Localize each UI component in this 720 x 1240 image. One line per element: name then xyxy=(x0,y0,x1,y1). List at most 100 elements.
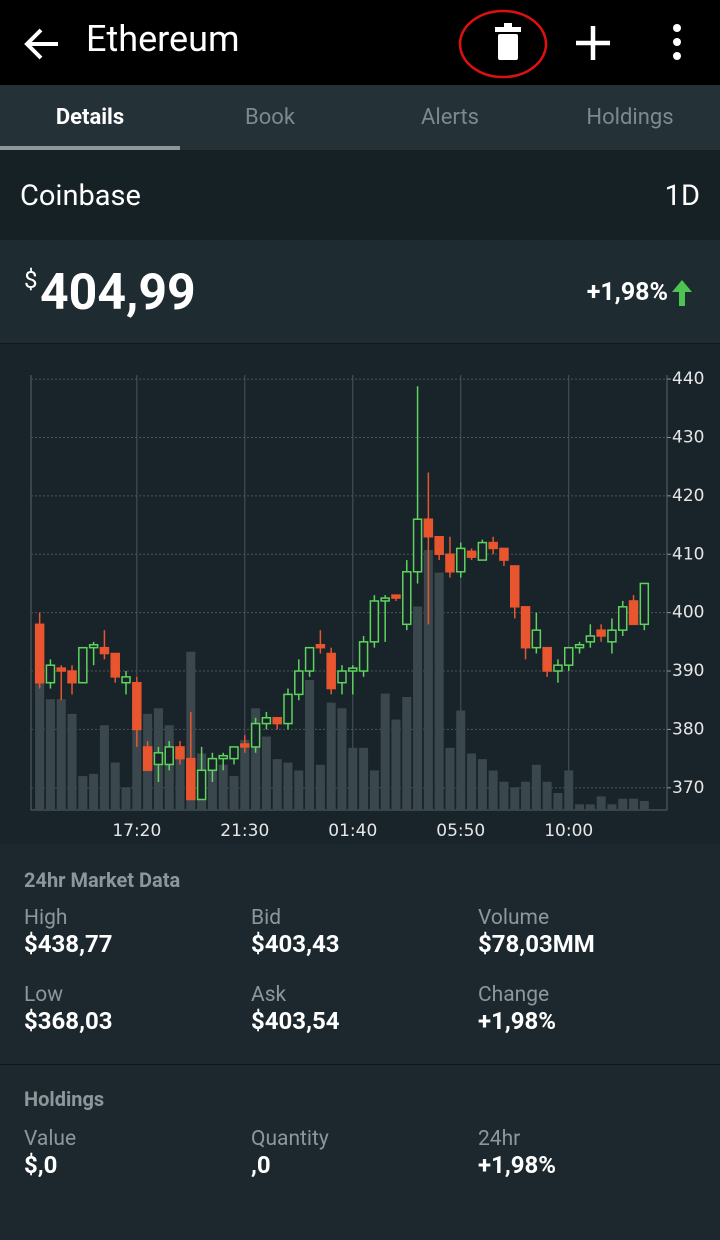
volume-bar xyxy=(629,798,639,810)
exchange-name[interactable]: Coinbase xyxy=(20,179,141,213)
tab[interactable]: Book xyxy=(245,105,295,130)
info-label: Volume xyxy=(478,906,550,930)
candle-body xyxy=(477,541,488,561)
delete-button[interactable] xyxy=(455,6,551,82)
volume-bar xyxy=(359,747,369,810)
volume-bar xyxy=(467,753,477,810)
candle-body xyxy=(45,664,56,684)
tab[interactable]: Holdings xyxy=(586,105,674,130)
candle-body xyxy=(585,635,596,643)
candle-body xyxy=(304,646,315,672)
volume-bar xyxy=(380,693,390,810)
candle-body xyxy=(391,594,401,599)
volume-bar xyxy=(639,800,649,810)
price-row: $ 404,99 +1,98% xyxy=(0,240,720,344)
candle-body xyxy=(337,670,347,684)
info-label: Change xyxy=(478,983,550,1007)
candle-body xyxy=(553,664,563,672)
candle-body xyxy=(110,652,120,678)
candle-body xyxy=(445,553,455,573)
info-label: Quantity xyxy=(251,1127,329,1151)
candle-body xyxy=(272,716,282,725)
volume-bar xyxy=(499,781,509,810)
info-label: Value xyxy=(24,1127,77,1151)
more-button[interactable] xyxy=(666,22,688,64)
tab[interactable]: Details xyxy=(55,105,125,130)
candle-body xyxy=(186,757,196,801)
candle-body xyxy=(499,547,509,561)
app-title: Ethereum xyxy=(86,18,240,60)
app-bar: Ethereum xyxy=(0,0,720,85)
volume-bar xyxy=(326,702,336,810)
volume-bar xyxy=(618,798,628,810)
volume-bar xyxy=(564,770,574,810)
volume-bar xyxy=(445,747,455,810)
market-data: 24hr Market Data High $438,77 Bid $403,43 Vo… xyxy=(0,844,720,1065)
volume-bar xyxy=(477,759,487,810)
tab[interactable]: Alerts xyxy=(421,105,479,130)
candle-body xyxy=(639,582,650,626)
volume-bar xyxy=(510,787,520,810)
volume-bar xyxy=(283,762,293,810)
volume-bar xyxy=(240,739,250,810)
candle-body xyxy=(218,754,228,760)
candle-body xyxy=(402,571,412,626)
volume-bar xyxy=(251,708,261,810)
info-label: High xyxy=(24,906,68,930)
tab-bar: Details Book Alerts Holdings xyxy=(0,85,720,150)
info-value: $,0 xyxy=(24,1151,58,1179)
up-arrow xyxy=(672,280,692,306)
volume-bar xyxy=(305,680,315,810)
period[interactable]: 1D xyxy=(664,179,700,213)
volume-bar xyxy=(99,725,109,810)
candle-body xyxy=(466,550,477,558)
volume-bar xyxy=(413,606,423,810)
candle-body xyxy=(456,547,466,573)
candle-body xyxy=(99,646,110,655)
volume-bar xyxy=(596,796,606,810)
tab-indicator xyxy=(0,146,180,150)
candle-body xyxy=(261,716,272,725)
volume-bar xyxy=(575,804,585,810)
back-button[interactable] xyxy=(22,24,62,64)
volume-bar xyxy=(369,770,379,810)
add-button[interactable] xyxy=(574,24,612,62)
holdings: Holdings Value $,0 Quantity ,0 24hr +1,98% xyxy=(0,1065,720,1240)
volume-bar xyxy=(585,804,595,810)
x-tick-label: 10:00 xyxy=(544,821,593,841)
info-label: Bid xyxy=(251,906,282,930)
candle-body xyxy=(542,646,552,672)
candle-body xyxy=(412,518,423,573)
volume-bar xyxy=(56,699,66,810)
candle-body xyxy=(607,629,617,643)
candle-body xyxy=(56,667,66,672)
candle-body xyxy=(207,757,218,772)
candle-body xyxy=(596,629,606,637)
info-value: $368,03 xyxy=(24,1007,113,1035)
candle-body xyxy=(574,644,585,649)
info-value: +1,98% xyxy=(478,1007,557,1035)
candle-body xyxy=(628,600,639,626)
volume-bar xyxy=(434,572,444,810)
candle-body xyxy=(326,652,336,690)
volume-bar xyxy=(110,762,120,810)
candle-body xyxy=(520,606,531,649)
volume-bar xyxy=(89,773,99,810)
info-value: $403,43 xyxy=(251,930,340,958)
volume-bar xyxy=(607,804,617,810)
candle-body xyxy=(617,606,628,631)
candle-body xyxy=(423,518,434,538)
candle-body xyxy=(229,746,239,760)
y-tick-label: 410 xyxy=(672,544,704,564)
chart-area: 370 380 390 400 410 420 430 440 17:20 21:30 01:40 0… xyxy=(0,344,720,844)
x-tick-label: 01:40 xyxy=(328,821,377,841)
volume-bar xyxy=(78,776,88,810)
volume-bar xyxy=(488,770,498,810)
volume-bar xyxy=(391,719,401,810)
volume-bar xyxy=(553,793,563,810)
volume-bar xyxy=(348,747,358,810)
candle-body xyxy=(358,641,369,672)
volume-bar xyxy=(218,764,228,810)
candle-body xyxy=(153,752,164,766)
